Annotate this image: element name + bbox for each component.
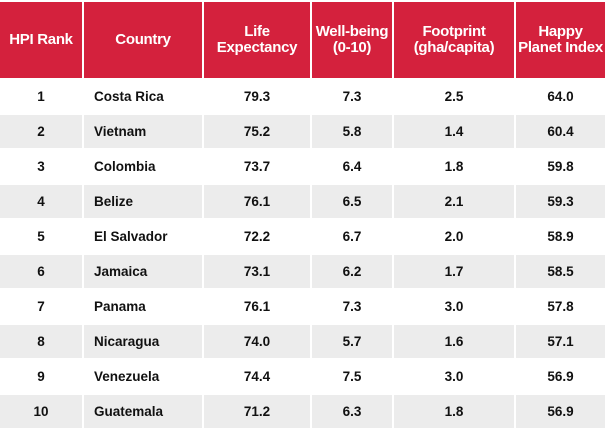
header-country: Country [84,2,202,78]
rank-cell: 3 [37,159,45,174]
life-expectancy-cell: 73.7 [243,159,271,174]
well-being-cell: 6.2 [312,255,392,288]
rank-cell: 5 [37,229,45,244]
footprint-cell: 2.5 [444,89,464,104]
life-expectancy-cell: 75.2 [204,115,310,148]
header-well-being: Well-being (0-10) [312,2,392,78]
table-row: 9 Venezuela 74.4 7.5 3.0 56.9 [0,360,605,393]
table-row: 8 Nicaragua 74.0 5.7 1.6 57.1 [0,325,605,358]
table-row: 6 Jamaica 73.1 6.2 1.7 58.5 [0,255,605,288]
table-row: 4 Belize 76.1 6.5 2.1 59.3 [0,185,605,218]
header-row: HPI Rank Country Life Expectancy Well-be… [0,2,605,78]
header-life-expectancy: Life Expectancy [204,2,310,78]
footprint-cell: 2.1 [394,185,514,218]
country-cell: Colombia [94,159,156,174]
hpi-cell: 56.9 [547,369,574,384]
country-cell: Venezuela [94,369,160,384]
country-cell: Belize [84,185,202,218]
header-hpi-rank: HPI Rank [0,2,82,78]
well-being-cell: 7.3 [342,89,362,104]
life-expectancy-cell: 74.4 [243,369,271,384]
table-row: 5 El Salvador 72.2 6.7 2.0 58.9 [0,220,605,253]
life-expectancy-cell: 73.1 [204,255,310,288]
rank-cell: 6 [0,255,82,288]
country-cell: El Salvador [94,229,168,244]
table-row: 7 Panama 76.1 7.3 3.0 57.8 [0,290,605,323]
rank-cell: 10 [0,395,82,428]
well-being-cell: 6.4 [342,159,362,174]
life-expectancy-cell: 71.2 [204,395,310,428]
footprint-cell: 1.4 [394,115,514,148]
table-body: 1 Costa Rica 79.3 7.3 2.5 64.0 2 Vietnam 75.2 5.8… [0,80,605,428]
life-expectancy-cell: 76.1 [204,185,310,218]
table-row: 1 Costa Rica 79.3 7.3 2.5 64.0 [0,80,605,113]
well-being-cell: 7.5 [342,369,362,384]
footprint-cell: 1.6 [394,325,514,358]
well-being-cell: 5.8 [312,115,392,148]
footprint-cell: 2.0 [444,229,464,244]
life-expectancy-cell: 74.0 [204,325,310,358]
table-row: 3 Colombia 73.7 6.4 1.8 59.8 [0,150,605,183]
rank-cell: 2 [0,115,82,148]
country-cell: Guatemala [84,395,202,428]
table-row: 2 Vietnam 75.2 5.8 1.4 60.4 [0,115,605,148]
footprint-cell: 3.0 [444,369,464,384]
rank-cell: 9 [37,369,45,384]
well-being-cell: 6.7 [342,229,362,244]
hpi-cell: 58.5 [516,255,605,288]
header-happy-planet-index: Happy Planet Index [516,2,605,78]
hpi-cell: 56.9 [516,395,605,428]
rank-cell: 4 [0,185,82,218]
hpi-cell: 58.9 [547,229,574,244]
hpi-cell: 59.3 [516,185,605,218]
rank-cell: 8 [0,325,82,358]
rank-cell: 1 [37,89,45,104]
well-being-cell: 5.7 [312,325,392,358]
header-footprint: Footprint (gha/capita) [394,2,514,78]
country-cell: Panama [94,299,146,314]
country-cell: Jamaica [84,255,202,288]
hpi-cell: 57.8 [547,299,574,314]
well-being-cell: 7.3 [342,299,362,314]
hpi-cell: 64.0 [547,89,574,104]
life-expectancy-cell: 76.1 [243,299,271,314]
hpi-cell: 59.8 [547,159,574,174]
country-cell: Nicaragua [84,325,202,358]
life-expectancy-cell: 72.2 [243,229,271,244]
country-cell: Vietnam [84,115,202,148]
footprint-cell: 3.0 [444,299,464,314]
country-cell: Costa Rica [94,89,164,104]
footprint-cell: 1.8 [394,395,514,428]
life-expectancy-cell: 79.3 [243,89,271,104]
footprint-cell: 1.7 [394,255,514,288]
hpi-cell: 60.4 [516,115,605,148]
rank-cell: 7 [37,299,45,314]
table-row: 10 Guatemala 71.2 6.3 1.8 56.9 [0,395,605,428]
footprint-cell: 1.8 [444,159,464,174]
hpi-cell: 57.1 [516,325,605,358]
well-being-cell: 6.5 [312,185,392,218]
well-being-cell: 6.3 [312,395,392,428]
